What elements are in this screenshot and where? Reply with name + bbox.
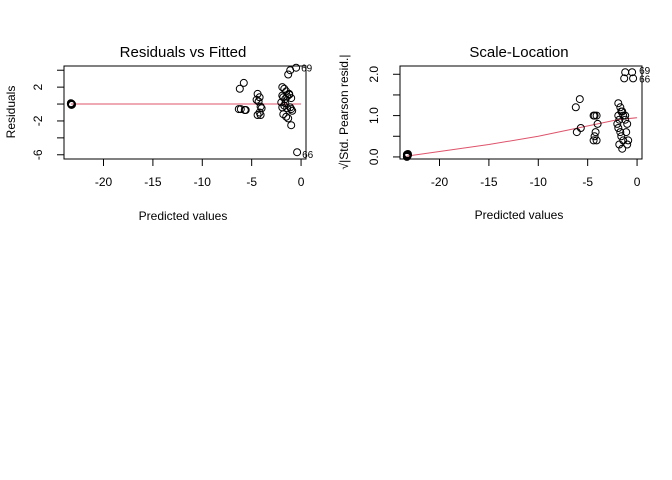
data-point bbox=[622, 128, 631, 137]
data-point bbox=[252, 95, 261, 104]
data-point bbox=[575, 95, 584, 104]
x-tick-label: -15 bbox=[480, 175, 498, 189]
point-label: 69 bbox=[639, 66, 651, 77]
x-tick-label: -20 bbox=[95, 175, 113, 189]
plot-frame bbox=[399, 65, 643, 160]
x-tick-label: -20 bbox=[431, 175, 449, 189]
x-axis-label: Predicted values bbox=[139, 209, 228, 223]
x-axis: -20 -15 -10 -5 0 bbox=[431, 158, 641, 189]
y-axis: 0.0 1.0 2.0 bbox=[367, 66, 401, 165]
data-point bbox=[254, 97, 263, 106]
data-point bbox=[256, 102, 265, 111]
data-point bbox=[66, 99, 75, 108]
data-point bbox=[592, 111, 601, 120]
data-point bbox=[617, 107, 626, 116]
point-label: 69 bbox=[301, 64, 313, 75]
data-point bbox=[287, 94, 296, 103]
data-point bbox=[616, 128, 625, 137]
data-point bbox=[619, 111, 628, 120]
data-point bbox=[623, 140, 632, 149]
data-point bbox=[286, 66, 295, 75]
data-point bbox=[282, 112, 291, 121]
x-tick-label: 0 bbox=[634, 175, 641, 189]
y-tick-label: 0.0 bbox=[367, 148, 381, 165]
y-tick-label: 1.0 bbox=[367, 107, 381, 124]
data-point bbox=[293, 148, 302, 157]
data-point bbox=[593, 119, 602, 128]
data-point bbox=[67, 100, 76, 109]
data-point bbox=[239, 78, 248, 87]
data-point bbox=[591, 128, 600, 137]
data-point bbox=[614, 99, 623, 108]
data-point bbox=[616, 103, 625, 112]
y-tick-label: 2.0 bbox=[367, 66, 381, 83]
chart-title: Residuals vs Fitted bbox=[120, 44, 247, 61]
plot-frame bbox=[63, 65, 307, 160]
smoother-line bbox=[406, 117, 638, 157]
data-point bbox=[287, 121, 296, 130]
data-point bbox=[628, 68, 637, 77]
x-tick-label: -10 bbox=[194, 175, 212, 189]
data-point bbox=[403, 150, 412, 158]
data-point bbox=[624, 136, 633, 145]
data-point bbox=[281, 99, 290, 108]
data-point bbox=[287, 105, 296, 114]
data-point bbox=[613, 119, 622, 128]
data-point bbox=[621, 115, 630, 124]
data-point bbox=[618, 144, 627, 153]
data-point bbox=[241, 106, 250, 114]
y-axis: -6 -2 2 bbox=[31, 69, 65, 160]
x-tick-label: -10 bbox=[530, 175, 548, 189]
data-point bbox=[614, 124, 623, 132]
y-tick-label: -2 bbox=[31, 115, 45, 126]
data-point bbox=[590, 132, 599, 141]
data-point bbox=[571, 103, 580, 112]
chart-title: Scale-Location bbox=[469, 44, 568, 61]
data-point bbox=[572, 128, 581, 137]
x-tick-label: -15 bbox=[144, 175, 162, 189]
x-tick-label: -5 bbox=[246, 175, 257, 189]
data-point bbox=[236, 105, 245, 114]
residuals-vs-fitted-panel: Residuals vs Fitted -20 -15 -10 -5 0 -6 -2 2 P… bbox=[4, 44, 314, 223]
plot-marks: 69 66 bbox=[66, 64, 314, 161]
y-axis-label: Residuals bbox=[4, 86, 18, 139]
x-tick-label: -5 bbox=[582, 175, 593, 189]
data-point bbox=[253, 111, 262, 119]
data-point bbox=[288, 106, 297, 115]
x-tick-label: 0 bbox=[298, 175, 305, 189]
y-axis-label: √|Std. Pearson resid.| bbox=[337, 55, 351, 170]
y-tick-label: 2 bbox=[31, 83, 45, 90]
scale-location-panel: Scale-Location -20 -15 -10 -5 0 0.0 1.0 2.0 Pr… bbox=[337, 44, 651, 222]
data-point bbox=[617, 132, 626, 141]
data-point bbox=[235, 84, 244, 93]
data-point bbox=[615, 140, 624, 149]
data-point bbox=[278, 83, 287, 92]
y-tick-label: -6 bbox=[31, 149, 45, 160]
x-axis-label: Predicted values bbox=[475, 208, 564, 222]
data-point bbox=[576, 124, 585, 132]
data-point bbox=[284, 114, 293, 123]
data-point bbox=[589, 136, 598, 145]
data-point bbox=[256, 111, 265, 119]
data-point bbox=[620, 74, 629, 83]
point-label: 66 bbox=[639, 74, 651, 85]
data-point bbox=[284, 70, 293, 79]
point-label: 66 bbox=[302, 150, 314, 161]
data-point bbox=[629, 74, 638, 83]
data-point bbox=[592, 136, 601, 145]
data-point bbox=[623, 119, 632, 128]
x-axis: -20 -15 -10 -5 0 bbox=[95, 158, 305, 189]
data-point bbox=[590, 111, 599, 120]
